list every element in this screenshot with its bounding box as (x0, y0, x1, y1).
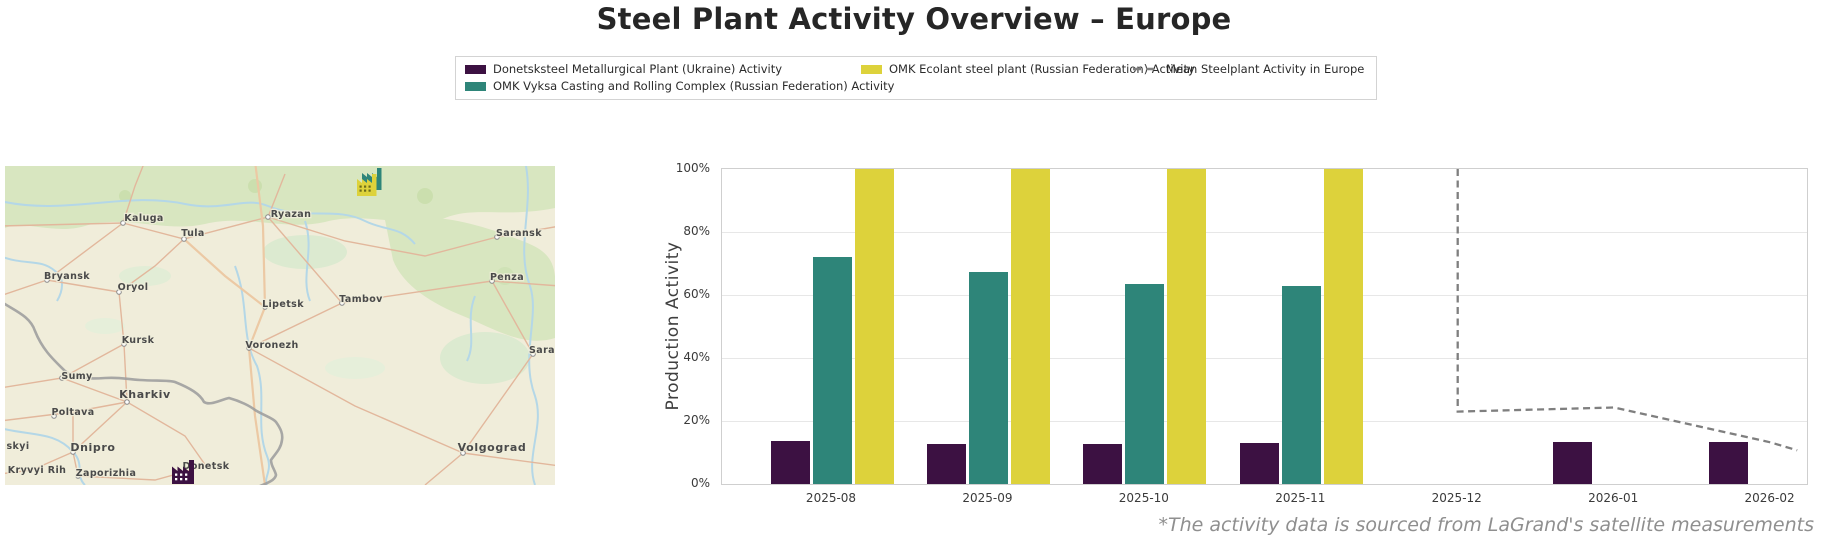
y-tick-label: 60% (683, 287, 710, 301)
dashed-line-icon (1133, 67, 1159, 71)
x-tick-label: 2026-02 (1744, 491, 1795, 505)
legend-swatch-purple (465, 64, 486, 74)
legend-label: OMK Ecolant steel plant (Russian Federat… (889, 62, 1195, 76)
bar-2025-09-series2 (1010, 169, 1050, 484)
city-label: Oryol (118, 282, 149, 293)
legend-label: OMK Vyksa Casting and Rolling Complex (R… (493, 79, 895, 93)
bar-2025-08-series0 (770, 441, 810, 484)
map-highways (183, 166, 267, 485)
bar-2025-11-series0 (1239, 443, 1279, 484)
city-label: Zaporizhia (76, 468, 137, 479)
map-city-labels: Kaluga Tula Ryazan Saransk Bryansk Oryol… (5, 208, 555, 481)
city-label: Poltava (51, 407, 94, 418)
x-tick-label: 2026-01 (1588, 491, 1639, 505)
factory-icon-donetsksteel (172, 460, 194, 484)
city-label: Tambov (339, 294, 383, 305)
city-label: Kaluga (124, 213, 163, 224)
legend-item-ecolant: OMK Ecolant steel plant (Russian Federat… (861, 62, 1195, 76)
map-canvas: Kaluga Tula Ryazan Saransk Bryansk Oryol… (5, 166, 555, 485)
bar-2025-11-series2 (1323, 169, 1363, 484)
gridline (722, 358, 1807, 359)
y-tick-label: 40% (683, 350, 710, 364)
y-tick-label: 80% (683, 224, 710, 238)
y-tick-label: 20% (683, 413, 710, 427)
legend-swatch-yellow (861, 64, 882, 74)
legend-swatch-teal (465, 81, 486, 91)
bar-2025-09-series1 (968, 272, 1008, 484)
map-country-border (5, 302, 284, 485)
city-label: Ryazan (271, 209, 312, 220)
x-tick-label: 2025-10 (1118, 491, 1169, 505)
chart-legend: Donetsksteel Metallurgical Plant (Ukrain… (455, 56, 1377, 100)
city-label: Kharkiv (119, 388, 171, 401)
map-forest-areas (5, 166, 555, 384)
city-label: Saransk (496, 228, 542, 239)
city-label: Volgograd (458, 441, 527, 454)
city-label: Dnipro (70, 441, 115, 454)
mean-activity-line (1456, 169, 1798, 452)
map-rivers (5, 166, 539, 485)
x-tick-label: 2025-09 (962, 491, 1013, 505)
bar-chart-plot-area (721, 168, 1808, 485)
gridline (722, 295, 1807, 296)
x-tick-label: 2025-11 (1275, 491, 1326, 505)
bar-2025-10-series1 (1125, 283, 1165, 484)
bar-2026-01-series0 (1552, 442, 1592, 484)
city-label: Sara (529, 345, 555, 356)
gridline (722, 421, 1807, 422)
city-label: Bryansk (44, 271, 90, 282)
y-axis-label: Production Activity (663, 241, 683, 411)
bar-2025-10-series0 (1083, 443, 1123, 484)
bar-2025-11-series1 (1281, 285, 1321, 484)
city-label: Penza (490, 272, 524, 283)
city-label-partial: skyi (6, 441, 29, 452)
bar-2025-10-series2 (1167, 169, 1207, 484)
source-footnote: *The activity data is sourced from LaGra… (1158, 514, 1814, 536)
bar-2025-08-series2 (854, 169, 894, 484)
city-label: Voronezh (245, 340, 298, 351)
bar-2025-09-series0 (926, 443, 966, 484)
legend-item-vyksa: OMK Vyksa Casting and Rolling Complex (R… (465, 79, 894, 93)
legend-item-donetsksteel: Donetsksteel Metallurgical Plant (Ukrain… (465, 62, 861, 76)
page-title: Steel Plant Activity Overview – Europe (596, 2, 1232, 36)
legend-label: Mean Steelplant Activity in Europe (1166, 62, 1365, 76)
gridline (722, 232, 1807, 233)
europe-map: Kaluga Tula Ryazan Saransk Bryansk Oryol… (5, 166, 555, 485)
map-city-markers (44, 214, 536, 479)
y-tick-label: 0% (690, 476, 710, 490)
x-tick-label: 2025-08 (805, 491, 857, 505)
city-label: Sumy (61, 371, 93, 382)
bar-2026-02-series0 (1709, 442, 1749, 484)
factory-icon-vyksa-ecolant (357, 168, 382, 196)
city-label: Kursk (122, 335, 155, 346)
bar-2025-08-series1 (812, 257, 852, 484)
x-tick-label: 2025-12 (1431, 491, 1482, 505)
legend-item-mean: Mean Steelplant Activity in Europe (1133, 62, 1367, 76)
y-tick-label: 100% (675, 161, 710, 175)
city-label: Tula (181, 228, 204, 239)
legend-label: Donetsksteel Metallurgical Plant (Ukrain… (493, 62, 783, 76)
city-label: Kryvyi Rih (8, 465, 67, 476)
city-label: Lipetsk (262, 299, 304, 310)
